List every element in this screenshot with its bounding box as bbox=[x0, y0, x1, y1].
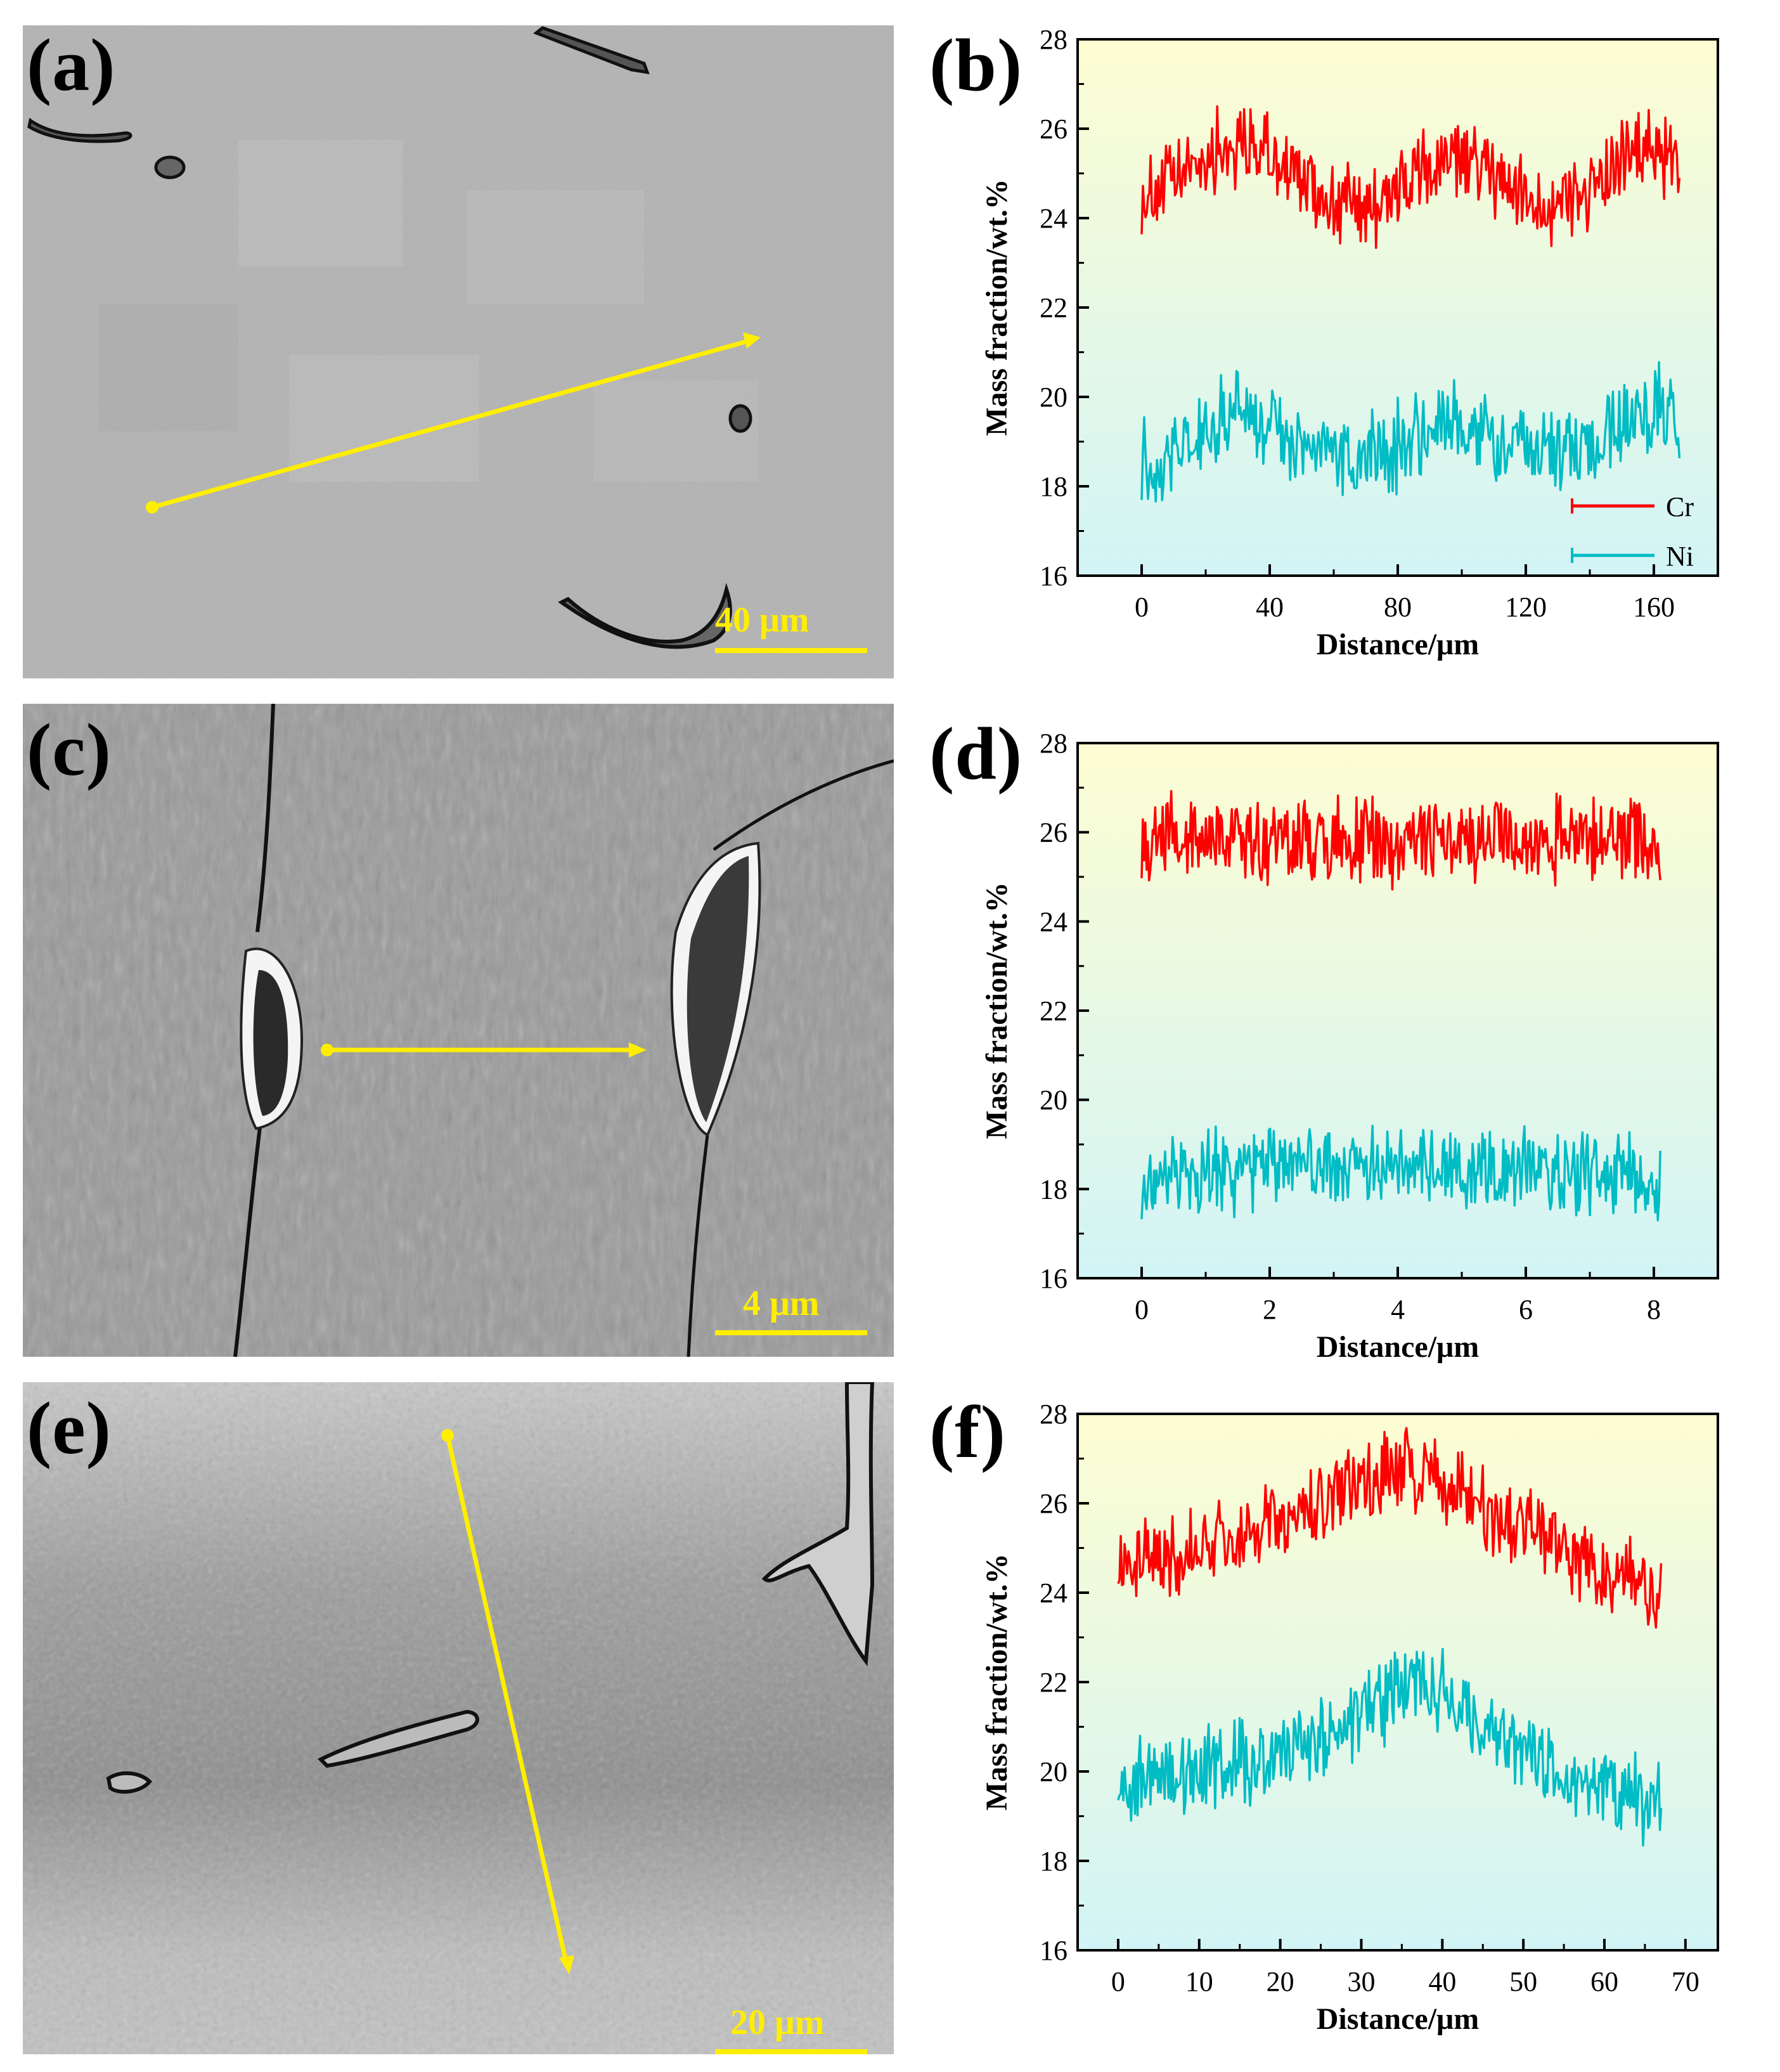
x-tick-label: 0 bbox=[1135, 592, 1149, 623]
x-tick-label: 20 bbox=[1267, 1966, 1294, 1997]
legend-label-cr: Cr bbox=[1666, 491, 1694, 522]
plot-area bbox=[1078, 39, 1718, 576]
y-tick-label: 26 bbox=[1040, 113, 1067, 145]
y-tick-label: 26 bbox=[1040, 817, 1067, 848]
y-tick-label: 20 bbox=[1040, 1756, 1067, 1787]
y-tick-label: 24 bbox=[1040, 906, 1067, 937]
panel-e: (e) 20 μm bbox=[0, 1382, 900, 2072]
y-tick-label: 24 bbox=[1040, 203, 1067, 234]
series-line-ni bbox=[1117, 1647, 1663, 1847]
y-tick-label: 24 bbox=[1040, 1577, 1067, 1609]
chart-svg-f: 0 10 20 30 40 50 60 70 16 18 20 22 24 26 28 Distance/μm… bbox=[980, 1399, 1719, 2036]
y-axis-label: Mass fraction/wt.% bbox=[980, 179, 1014, 436]
x-tick-label: 10 bbox=[1185, 1966, 1213, 1997]
inclusion-e2 bbox=[317, 1709, 479, 1768]
panel-label-f: (f) bbox=[929, 1390, 1006, 1473]
inclusion-a5 bbox=[558, 583, 732, 649]
x-axis-label: Distance/μm bbox=[1317, 628, 1480, 661]
inclusion-e1 bbox=[761, 1382, 875, 1667]
chart-svg-b: 0 40 80 120 160 16 18 20 22 24 26 28 Distance/μm Mass… bbox=[980, 24, 1719, 661]
scalebar-label-c: 4 μm bbox=[743, 1284, 820, 1323]
sem-texture-c bbox=[23, 704, 894, 1357]
y-tick-label: 20 bbox=[1040, 382, 1067, 413]
y-tick-label: 22 bbox=[1040, 995, 1067, 1026]
legend-label-ni: Ni bbox=[1666, 541, 1694, 572]
scalebar-line-e bbox=[715, 2049, 867, 2054]
x-tick-label: 0 bbox=[1111, 1966, 1125, 1997]
y-tick-label: 22 bbox=[1040, 292, 1067, 323]
y-tick-label: 22 bbox=[1040, 1667, 1067, 1698]
x-tick-label: 6 bbox=[1519, 1294, 1533, 1325]
line-scan-arrow-e bbox=[445, 1435, 568, 1960]
panel-c: (c) 4 μm bbox=[0, 704, 900, 1369]
x-tick-label: 40 bbox=[1428, 1966, 1456, 1997]
sem-texture-e bbox=[23, 1382, 894, 2054]
inclusion-a1 bbox=[27, 117, 132, 143]
x-tick-label: 2 bbox=[1263, 1294, 1277, 1325]
x-tick-label: 160 bbox=[1633, 592, 1675, 623]
x-tick-label: 50 bbox=[1509, 1966, 1537, 1997]
scalebar-line-c bbox=[715, 1330, 867, 1335]
grain-boundary-c4 bbox=[687, 1134, 709, 1357]
y-tick-label: 18 bbox=[1040, 471, 1067, 502]
x-tick-label: 40 bbox=[1256, 592, 1284, 623]
chart-f: 0 10 20 30 40 50 60 70 16 18 20 22 24 26 28 Distance/μm… bbox=[900, 1382, 1780, 2072]
scalebar-label-e: 20 μm bbox=[730, 2003, 825, 2042]
panel-label-b: (b) bbox=[929, 23, 1023, 107]
y-tick-label: 16 bbox=[1040, 1935, 1067, 1966]
inclusion-a3 bbox=[533, 26, 650, 75]
x-tick-label: 30 bbox=[1347, 1966, 1375, 1997]
x-tick-label: 8 bbox=[1647, 1294, 1661, 1325]
grain-boundary-c1 bbox=[255, 704, 275, 933]
panel-label-c: (c) bbox=[27, 708, 112, 791]
x-tick-label: 60 bbox=[1590, 1966, 1618, 1997]
sem-texture-a bbox=[23, 25, 894, 678]
chart-d: 0 2 4 6 8 16 18 20 22 24 26 28 Distance/μm Mass fract… bbox=[900, 704, 1780, 1376]
sem-image-a bbox=[23, 25, 894, 678]
y-tick-label: 16 bbox=[1040, 560, 1067, 592]
panel-label-a: (a) bbox=[27, 23, 116, 107]
x-axis-label: Distance/μm bbox=[1317, 1330, 1480, 1364]
inclusion-a4 bbox=[728, 404, 752, 433]
panel-a: (a) 40 μm bbox=[0, 0, 900, 685]
y-tick-label: 18 bbox=[1040, 1846, 1067, 1877]
y-axis-label: Mass fraction/wt.% bbox=[980, 1553, 1014, 1810]
sem-image-c bbox=[23, 704, 894, 1357]
x-tick-label: 80 bbox=[1384, 592, 1412, 623]
y-tick-label: 16 bbox=[1040, 1263, 1067, 1294]
y-tick-label: 28 bbox=[1040, 728, 1067, 759]
series-line-ni bbox=[1140, 1124, 1661, 1222]
line-scan-arrow-a bbox=[152, 339, 749, 510]
panel-label-e: (e) bbox=[27, 1387, 112, 1470]
x-axis-label: Distance/μm bbox=[1317, 2002, 1480, 2036]
series-line-cr bbox=[1140, 105, 1681, 249]
sem-image-e bbox=[23, 1382, 894, 2054]
y-tick-label: 20 bbox=[1040, 1085, 1067, 1116]
grain-boundary-c2 bbox=[233, 1122, 262, 1357]
x-tick-label: 70 bbox=[1672, 1966, 1699, 1997]
x-tick-label: 0 bbox=[1135, 1294, 1149, 1325]
x-tick-label: 4 bbox=[1391, 1294, 1405, 1325]
y-tick-label: 18 bbox=[1040, 1174, 1067, 1205]
series-line-cr bbox=[1117, 1427, 1663, 1629]
series-line-ni bbox=[1140, 361, 1681, 503]
inclusion-e3 bbox=[106, 1771, 153, 1794]
scalebar-label-a: 40 μm bbox=[715, 600, 809, 640]
panel-label-d: (d) bbox=[929, 712, 1023, 795]
x-tick-label: 120 bbox=[1505, 592, 1547, 623]
grain-boundary-c3 bbox=[713, 759, 894, 851]
scalebar-line-a bbox=[715, 648, 867, 653]
y-tick-label: 26 bbox=[1040, 1488, 1067, 1519]
series-line-cr bbox=[1140, 789, 1661, 891]
y-axis-label: Mass fraction/wt.% bbox=[980, 882, 1014, 1139]
chart-b: 0 40 80 120 160 16 18 20 22 24 26 28 Distance/μm Mass… bbox=[900, 0, 1780, 685]
y-tick-label: 28 bbox=[1040, 1399, 1067, 1430]
inclusion-a2 bbox=[154, 155, 186, 179]
y-tick-label: 28 bbox=[1040, 24, 1067, 55]
